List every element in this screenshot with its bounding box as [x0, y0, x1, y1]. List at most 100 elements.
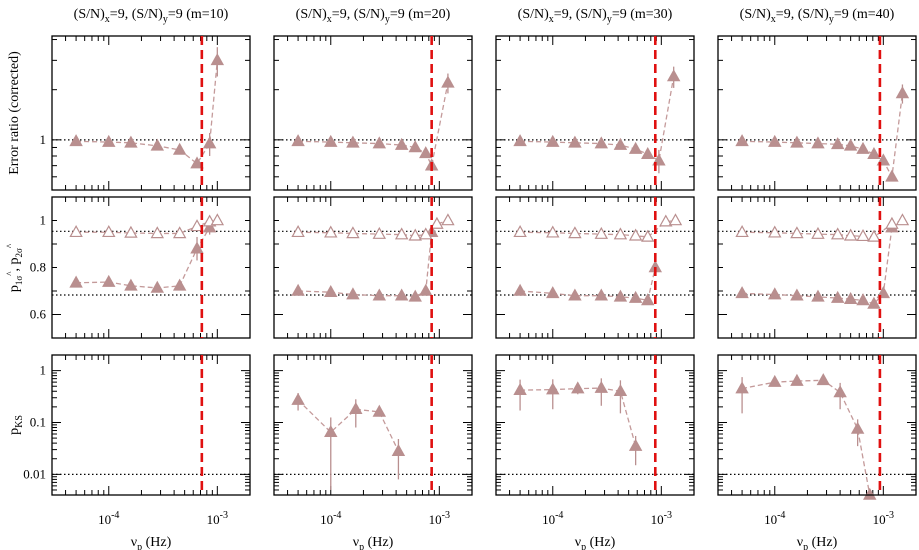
xlabel-unit: (Hz) [142, 535, 171, 550]
data-point [863, 487, 877, 500]
data-point [150, 226, 165, 239]
data-point [594, 288, 609, 301]
data-point [790, 226, 804, 239]
data-point [210, 53, 225, 66]
data-point [613, 384, 628, 397]
title-part: =9, (S/N) [554, 7, 607, 22]
data-point [613, 137, 628, 150]
xlabel-nu: ν [797, 535, 803, 550]
tick-exp: -3 [442, 510, 450, 521]
x-tick-label: 10-3 [207, 510, 228, 527]
data-point [324, 424, 338, 437]
data-point [830, 227, 845, 240]
data-point [895, 86, 910, 99]
tick-base: 10 [873, 512, 886, 527]
panel-r2: 10-4 10-3νp (Hz) [273, 354, 473, 550]
data-point [613, 289, 628, 302]
chart-column-1: (S/N)x=9, (S/N)y=9 (m=20)10-4 10-3νp (Hz) [273, 7, 473, 550]
title-sub: x [549, 14, 554, 25]
tick-base: 10 [764, 512, 777, 527]
x-axis-label: νp (Hz) [353, 535, 394, 550]
data-point [811, 226, 825, 239]
data-point [124, 278, 138, 291]
y-tick-label: 1 [40, 132, 47, 147]
data-point [885, 169, 899, 182]
data-point [102, 134, 116, 147]
series-line [76, 60, 218, 165]
tick-base: 10 [207, 512, 220, 527]
data-point [408, 228, 422, 241]
data-point [291, 392, 305, 405]
x-tick-label: 10-3 [429, 510, 450, 527]
tick-exp: -3 [886, 510, 894, 521]
data-point [594, 136, 609, 149]
data-point [190, 219, 204, 232]
panel-r2: 10-4 10-3νp (Hz) [717, 354, 917, 550]
xlabel-sub: p [359, 542, 364, 550]
data-point [843, 138, 858, 151]
data-point [546, 134, 560, 147]
panel-r1 [495, 196, 695, 339]
tick-base: 10 [320, 512, 333, 527]
panel-r1 [717, 196, 917, 339]
data-point [830, 137, 845, 150]
data-point [513, 134, 527, 147]
panel-frame [273, 354, 473, 496]
title-part: =9, (S/N) [332, 7, 385, 22]
data-point [346, 135, 360, 148]
data-point [850, 421, 865, 434]
x-tick-label: 10-3 [873, 510, 894, 527]
series-line [298, 232, 433, 298]
data-point [513, 382, 527, 395]
data-point [372, 288, 387, 301]
data-point [324, 225, 338, 238]
data-point [833, 385, 847, 398]
panel-r0 [717, 35, 917, 191]
series-line [742, 219, 903, 238]
tick-exp: -4 [333, 510, 341, 521]
data-point [513, 225, 527, 238]
data-point [867, 229, 881, 242]
panel-frame [273, 196, 473, 339]
x-axis-label: νp (Hz) [797, 535, 838, 550]
xlabel-sub: p [137, 542, 142, 550]
y-axis-label-error-ratio: Error ratio (corrected) [7, 51, 22, 175]
data-point [594, 226, 609, 239]
data-point [816, 373, 831, 386]
ylabel-hat: ^ [5, 243, 15, 248]
y-axis-label-probabilities: p1σ^, p2σ^ [5, 243, 24, 292]
series-line [741, 379, 871, 496]
data-point [641, 229, 655, 242]
panel-r0: 1 [40, 35, 251, 191]
xlabel-unit: (Hz) [586, 535, 615, 550]
chart-column-0: (S/N)x=9, (S/N)y=9 (m=10) 1 0.6 0.8 1 0.01 0.1… [23, 7, 251, 550]
panel-frame [717, 35, 917, 191]
x-axis-label: νp (Hz) [575, 535, 616, 550]
data-point [394, 137, 409, 150]
data-point [441, 213, 455, 226]
ylabel-sub: 2σ [14, 248, 24, 258]
data-point [391, 443, 406, 456]
data-point [546, 382, 560, 395]
data-point [830, 290, 845, 303]
data-point [895, 213, 910, 226]
data-point [641, 293, 655, 306]
data-point [419, 146, 433, 159]
tick-base: 10 [429, 512, 442, 527]
data-point [867, 146, 881, 160]
data-point [790, 288, 804, 301]
x-tick-label: 10-4 [764, 510, 785, 527]
panel-frame [495, 354, 695, 496]
chart-column-2: (S/N)x=9, (S/N)y=9 (m=30)10-4 10-3νp (Hz) [495, 7, 695, 550]
data-point [641, 146, 655, 160]
data-point [346, 287, 360, 300]
data-point [768, 134, 782, 147]
data-point [568, 226, 582, 239]
data-point [885, 216, 899, 229]
tick-base: 10 [98, 512, 111, 527]
data-point [666, 69, 681, 82]
title-sub: y [385, 14, 390, 25]
data-point [571, 381, 585, 394]
data-point [150, 138, 165, 151]
panel-frame [51, 35, 251, 191]
